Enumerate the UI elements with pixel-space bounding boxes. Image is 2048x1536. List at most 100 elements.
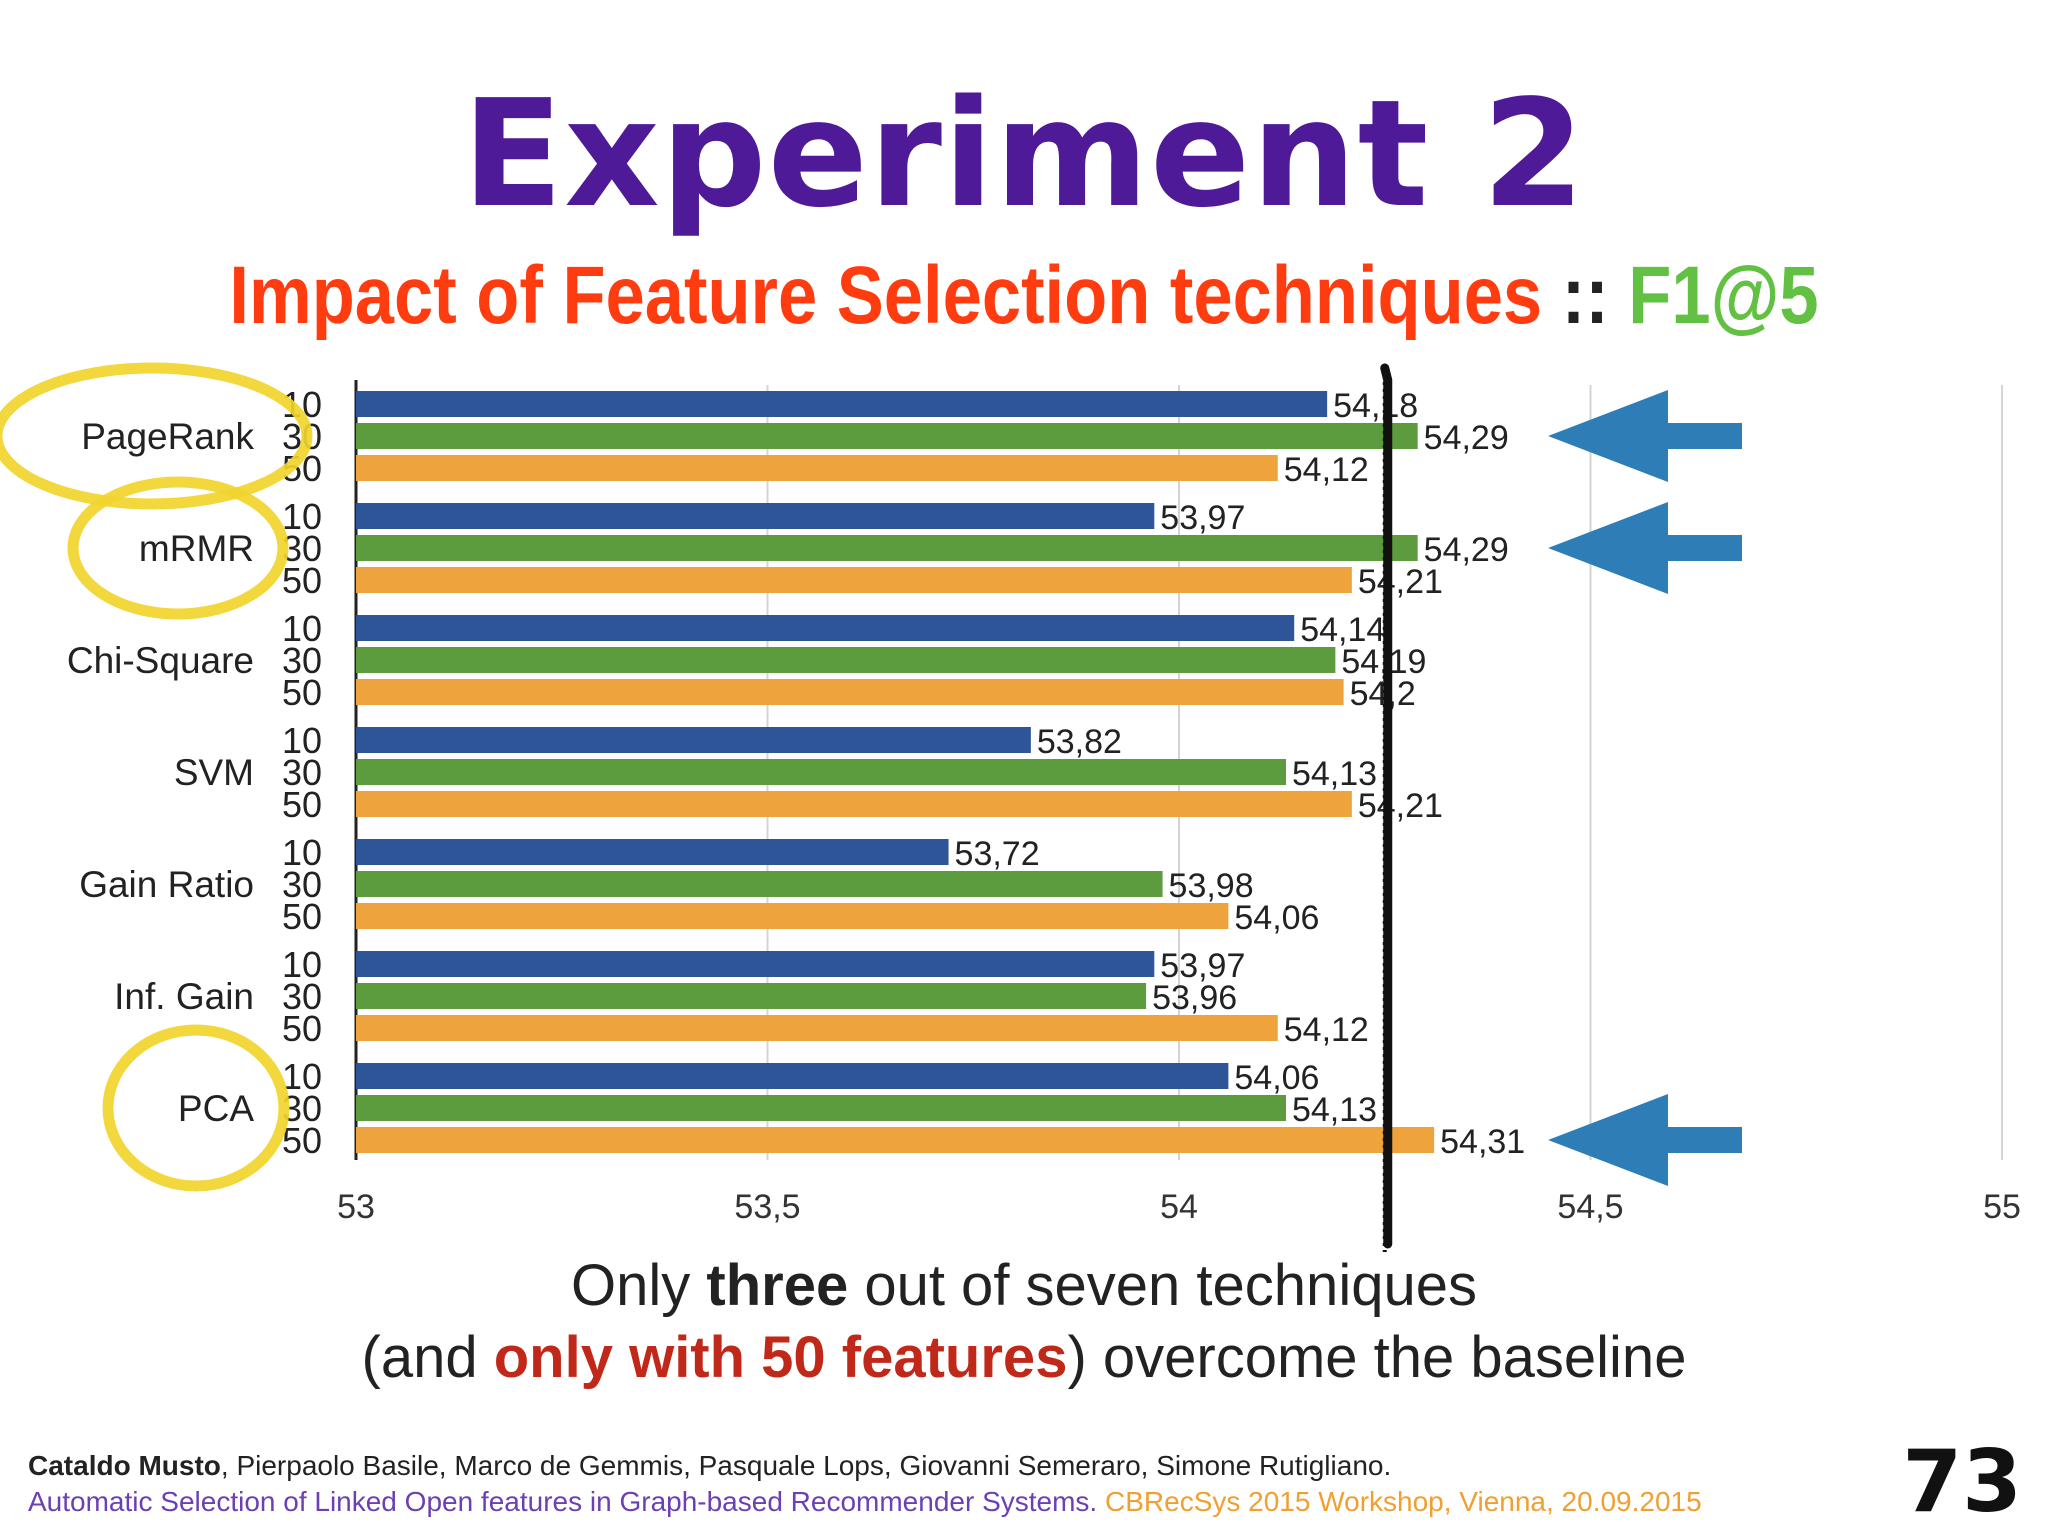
x-tick-label: 53,5	[734, 1188, 800, 1226]
bar	[356, 423, 1418, 449]
category-label: Inf. Gain	[114, 976, 254, 1017]
slide-caption: Only three out of seven techniques (and …	[0, 1250, 2048, 1394]
data-label: 54,21	[1358, 563, 1443, 601]
sub-label: 10	[282, 944, 322, 985]
bar	[356, 871, 1163, 897]
slide-title: Experiment 2	[462, 68, 1586, 240]
bar	[356, 1127, 1435, 1153]
data-label: 53,98	[1169, 867, 1254, 905]
subtitle-separator: ::	[1542, 250, 1629, 341]
baseline-line	[1380, 363, 1393, 1249]
bar	[356, 983, 1147, 1009]
data-label: 54,06	[1234, 899, 1319, 937]
bar	[356, 759, 1286, 785]
sub-label: 30	[282, 752, 322, 793]
x-tick-label: 54,5	[1557, 1188, 1623, 1226]
sub-label: 30	[282, 528, 322, 569]
sub-label: 30	[282, 864, 322, 905]
bar	[356, 1063, 1229, 1089]
data-label: 53,72	[955, 835, 1040, 873]
bar	[356, 455, 1278, 481]
caption-line-2: (and only with 50 features) overcome the…	[0, 1322, 2048, 1394]
caption-text: out of seven techniques	[848, 1253, 1477, 1318]
citation-authors: Cataldo Musto, Pierpaolo Basile, Marco d…	[28, 1448, 1702, 1484]
data-label: 54,18	[1333, 387, 1418, 425]
bar	[356, 647, 1336, 673]
caption-bold-text: three	[706, 1253, 849, 1318]
citation-footer: Cataldo Musto, Pierpaolo Basile, Marco d…	[28, 1448, 1702, 1520]
bar	[356, 1015, 1278, 1041]
sub-label: 50	[282, 896, 322, 937]
data-label: 54,12	[1284, 1011, 1369, 1049]
data-label: 54,31	[1440, 1123, 1525, 1161]
sub-label: 50	[282, 1120, 322, 1161]
sub-label: 10	[282, 608, 322, 649]
bar	[356, 791, 1352, 817]
sub-label: 30	[282, 640, 322, 681]
bar	[356, 391, 1328, 417]
bar	[356, 903, 1229, 929]
category-label: Chi-Square	[67, 640, 254, 681]
arrow-icon	[1548, 502, 1742, 594]
sub-label: 50	[282, 784, 322, 825]
category-label: PageRank	[81, 416, 254, 457]
sub-label: 10	[282, 832, 322, 873]
subtitle-metric: F1@5	[1628, 250, 1819, 341]
bar	[356, 727, 1031, 753]
caption-text: Only	[571, 1253, 707, 1318]
paper-title: Automatic Selection of Linked Open featu…	[28, 1486, 1098, 1517]
bar	[356, 1095, 1286, 1121]
first-author: Cataldo Musto	[28, 1450, 221, 1481]
bar	[356, 951, 1155, 977]
bar	[356, 615, 1295, 641]
data-label: 53,97	[1160, 947, 1245, 985]
bar	[356, 679, 1344, 705]
caption-text: (and	[361, 1325, 494, 1390]
category-label: SVM	[174, 752, 254, 793]
sub-label: 50	[282, 672, 322, 713]
venue: CBRecSys 2015 Workshop, Vienna, 20.09.20…	[1097, 1486, 1702, 1517]
caption-emphasis-text: only with 50 features	[493, 1325, 1068, 1390]
data-label: 54,12	[1284, 451, 1369, 489]
data-label: 54,06	[1234, 1059, 1319, 1097]
data-label: 53,96	[1152, 979, 1237, 1017]
highlight-circle	[67, 476, 289, 620]
other-authors: , Pierpaolo Basile, Marco de Gemmis, Pas…	[220, 1450, 1392, 1481]
arrow-icon	[1548, 390, 1742, 482]
x-tick-label: 55	[1983, 1188, 2021, 1226]
category-label: PCA	[178, 1088, 254, 1129]
sub-label: 10	[282, 496, 322, 537]
citation-reference: Automatic Selection of Linked Open featu…	[28, 1484, 1702, 1520]
bar	[356, 567, 1352, 593]
subtitle-topic: Impact of Feature Selection techniques	[229, 250, 1543, 341]
sub-label: 10	[282, 1056, 322, 1097]
bar	[356, 535, 1418, 561]
data-label: 54,21	[1358, 787, 1443, 825]
data-label: 54,2	[1350, 675, 1416, 713]
x-tick-label: 54	[1160, 1188, 1198, 1226]
sub-label: 30	[282, 976, 322, 1017]
sub-label: 10	[282, 720, 322, 761]
highlight-circle	[102, 1024, 290, 1192]
category-label: Gain Ratio	[79, 864, 254, 905]
highlight-circle	[0, 362, 313, 510]
caption-text: ) overcome the baseline	[1067, 1325, 1687, 1390]
slide-subtitle: Impact of Feature Selection techniques :…	[143, 255, 1904, 337]
data-label: 54,13	[1292, 1091, 1377, 1129]
bar	[356, 839, 949, 865]
caption-line-1: Only three out of seven techniques	[0, 1250, 2048, 1322]
bar	[356, 503, 1155, 529]
data-label: 54,29	[1424, 419, 1509, 457]
arrow-icon	[1548, 1094, 1742, 1186]
slide-number: 73	[1902, 1432, 2022, 1532]
x-tick-label: 53	[337, 1188, 375, 1226]
data-label: 54,29	[1424, 531, 1509, 569]
sub-label: 50	[282, 1008, 322, 1049]
category-label: mRMR	[139, 528, 254, 569]
data-label: 54,14	[1300, 611, 1385, 649]
sub-label: 50	[282, 560, 322, 601]
data-label: 53,97	[1160, 499, 1245, 537]
data-label: 54,13	[1292, 755, 1377, 793]
data-label: 53,82	[1037, 723, 1122, 761]
